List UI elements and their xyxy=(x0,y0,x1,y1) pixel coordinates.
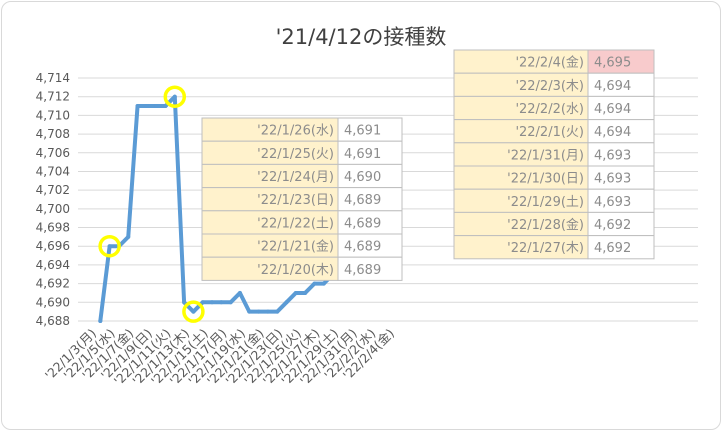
table-date: '22/1/31(月) xyxy=(507,148,584,163)
table-value: 4,693 xyxy=(594,148,631,163)
y-tick-label: 4,708 xyxy=(36,127,70,141)
table-value: 4,690 xyxy=(344,170,381,185)
y-tick-label: 4,702 xyxy=(36,183,70,197)
data-point xyxy=(312,281,317,286)
table-date: '22/2/1(火) xyxy=(515,125,584,140)
table-value: 4,693 xyxy=(594,172,631,187)
chart-title: '21/4/12の接種数 xyxy=(276,25,447,49)
table-date: '22/1/20(木) xyxy=(257,263,334,278)
data-table-right: '22/2/4(金) 4,695 '22/2/3(木) 4,694 '22/2/2(水)… xyxy=(453,49,655,260)
data-point xyxy=(237,290,242,295)
data-point xyxy=(172,94,177,99)
y-tick-label: 4,688 xyxy=(36,314,70,328)
data-point xyxy=(293,290,298,295)
y-tick-label: 4,690 xyxy=(36,295,70,309)
data-point xyxy=(210,300,215,305)
table-date: '22/1/28(金) xyxy=(507,217,584,233)
y-tick-label: 4,704 xyxy=(36,164,70,178)
data-point xyxy=(256,309,261,314)
data-point xyxy=(265,309,270,314)
table-date: '22/1/24(月) xyxy=(257,170,334,185)
highlight-marker xyxy=(182,300,205,323)
table-date: '22/1/29(土) xyxy=(507,195,584,210)
data-point xyxy=(191,309,196,314)
table-value: 4,689 xyxy=(344,263,381,278)
table-value: 4,689 xyxy=(344,193,381,208)
y-tick-label: 4,696 xyxy=(36,239,70,253)
table-date: '22/1/27(木) xyxy=(507,241,584,256)
table-value: 4,693 xyxy=(594,195,631,210)
table-value-cell xyxy=(337,256,403,281)
table-value: 4,695 xyxy=(594,56,631,71)
data-point xyxy=(284,300,289,305)
table-date: '22/2/3(木) xyxy=(515,79,584,94)
y-tick-label: 4,694 xyxy=(36,258,70,272)
data-point xyxy=(200,300,205,305)
data-point xyxy=(163,104,168,109)
y-tick-label: 4,692 xyxy=(36,277,70,291)
y-tick-label: 4,698 xyxy=(36,221,70,235)
data-point xyxy=(275,309,280,314)
table-value: 4,691 xyxy=(344,147,381,162)
highlight-marker xyxy=(98,234,121,258)
table-date: '22/1/21(金) xyxy=(257,239,334,255)
table-value: 4,689 xyxy=(344,216,381,231)
table-date: '22/2/4(金) xyxy=(515,55,584,71)
data-table-left: '22/1/26(水) 4,691 '22/1/25(火) 4,691 '22/1/24… xyxy=(201,117,403,281)
data-point xyxy=(135,104,140,109)
y-tick-label: 4,706 xyxy=(36,146,70,160)
data-point xyxy=(144,104,149,109)
table-value: 4,694 xyxy=(594,102,631,117)
data-point xyxy=(182,300,187,305)
table-date: '22/2/2(水) xyxy=(515,102,584,117)
data-point xyxy=(228,300,233,305)
table-value: 4,694 xyxy=(594,79,631,94)
table-value: 4,692 xyxy=(594,218,631,233)
data-point xyxy=(154,104,159,109)
y-tick-label: 4,710 xyxy=(36,108,70,122)
data-point xyxy=(247,309,252,314)
y-tick-label: 4,714 xyxy=(36,71,70,85)
y-tick-label: 4,700 xyxy=(36,202,70,216)
y-tick-label: 4,712 xyxy=(36,90,70,104)
table-date: '22/1/30(日) xyxy=(507,172,584,187)
table-value: 4,689 xyxy=(344,240,381,255)
table-value-cell xyxy=(587,235,655,260)
table-date: '22/1/22(土) xyxy=(257,216,334,231)
data-point xyxy=(321,281,326,286)
table-value: 4,691 xyxy=(344,124,381,139)
table-date: '22/1/23(日) xyxy=(257,193,334,208)
data-point xyxy=(98,319,103,323)
table-date: '22/1/26(水) xyxy=(257,124,334,139)
data-point xyxy=(303,290,308,295)
data-point xyxy=(126,234,131,239)
x-axis-tick-labels: '22/1/3(月)'22/1/5(水)'22/1/7(金)'22/1/9(日)… xyxy=(42,326,397,389)
table-value: 4,692 xyxy=(594,241,631,256)
data-point xyxy=(107,244,112,249)
table-date: '22/1/25(火) xyxy=(257,147,334,162)
table-value: 4,694 xyxy=(594,125,631,140)
y-axis-tick-labels: 4,688 4,690 4,692 4,694 4,696 4,698 4,700 4,702… xyxy=(36,71,70,328)
data-point xyxy=(219,300,224,305)
highlight-marker xyxy=(163,85,187,108)
